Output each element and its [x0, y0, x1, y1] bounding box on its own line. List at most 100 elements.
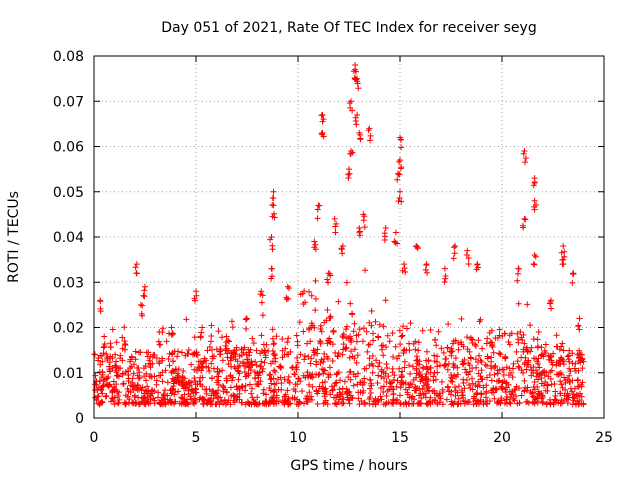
data-point — [294, 354, 301, 361]
data-point — [543, 400, 550, 407]
data-point — [503, 364, 510, 371]
data-point — [179, 374, 186, 381]
data-point — [275, 376, 282, 383]
data-point — [452, 243, 459, 250]
data-point — [483, 388, 490, 395]
data-point — [219, 357, 226, 364]
data-point — [506, 388, 513, 395]
data-point — [159, 355, 166, 362]
data-point — [294, 359, 301, 366]
y-tick-label: 0.05 — [53, 185, 84, 201]
data-point — [446, 387, 453, 394]
data-point — [571, 365, 578, 372]
data-point — [335, 350, 342, 357]
data-point — [535, 388, 542, 395]
data-point — [569, 270, 576, 277]
data-point — [470, 401, 477, 408]
data-point — [317, 339, 324, 346]
data-point — [130, 400, 137, 407]
data-point — [339, 250, 346, 257]
data-point — [474, 261, 481, 268]
data-point — [519, 337, 526, 344]
data-point — [166, 362, 173, 369]
data-point — [342, 345, 349, 352]
data-point — [191, 375, 198, 382]
data-point — [475, 398, 482, 405]
data-point — [209, 401, 216, 408]
data-point — [291, 394, 298, 401]
data-point — [205, 364, 212, 371]
data-point — [427, 401, 434, 408]
data-point — [270, 375, 277, 382]
data-point — [168, 331, 175, 338]
data-point — [520, 369, 527, 376]
data-point — [183, 316, 190, 323]
data-point — [93, 378, 100, 385]
data-point — [225, 337, 232, 344]
data-point — [334, 370, 341, 377]
data-point — [132, 356, 139, 363]
data-point — [215, 381, 222, 388]
data-point — [542, 378, 549, 385]
data-point — [408, 395, 415, 402]
data-point — [148, 373, 155, 380]
data-point — [363, 365, 370, 372]
data-point — [220, 400, 227, 407]
data-point — [258, 288, 265, 295]
data-point — [230, 392, 237, 399]
data-point — [424, 269, 431, 276]
data-point — [480, 384, 487, 391]
data-point — [427, 394, 434, 401]
data-point — [265, 401, 272, 408]
data-point — [355, 331, 362, 338]
data-point — [403, 325, 410, 332]
data-point — [321, 350, 328, 357]
data-point — [285, 395, 292, 402]
data-point — [208, 322, 215, 329]
data-point — [149, 386, 156, 393]
data-point — [569, 279, 576, 286]
data-point — [312, 295, 319, 302]
data-point — [413, 365, 420, 372]
data-point — [142, 362, 149, 369]
data-point — [259, 312, 266, 319]
data-point — [533, 355, 540, 362]
y-tick-label: 0.03 — [53, 275, 84, 291]
data-point — [360, 387, 367, 394]
data-point — [162, 396, 169, 403]
data-point — [458, 387, 465, 394]
data-point — [198, 364, 205, 371]
data-point — [502, 380, 509, 387]
data-point — [336, 386, 343, 393]
data-point — [465, 255, 472, 262]
data-point — [423, 371, 430, 378]
data-point — [300, 328, 307, 335]
data-point — [245, 364, 252, 371]
data-point — [245, 400, 252, 407]
data-point — [201, 386, 208, 393]
data-point — [97, 361, 104, 368]
data-point — [312, 277, 319, 284]
data-point — [209, 375, 216, 382]
data-point — [124, 393, 131, 400]
data-point — [434, 353, 441, 360]
data-point — [496, 326, 503, 333]
data-point — [304, 340, 311, 347]
data-point — [217, 394, 224, 401]
data-point — [523, 399, 530, 406]
data-point — [458, 315, 465, 322]
data-point — [452, 392, 459, 399]
data-point — [192, 389, 199, 396]
data-point — [174, 370, 181, 377]
data-point — [529, 389, 536, 396]
data-point — [95, 393, 102, 400]
data-point — [356, 326, 363, 333]
data-point — [164, 379, 171, 386]
data-point — [347, 300, 354, 307]
data-point — [515, 265, 522, 272]
data-point — [141, 394, 148, 401]
data-point — [381, 237, 388, 244]
data-point — [353, 359, 360, 366]
data-point — [452, 355, 459, 362]
y-tick-label: 0.06 — [53, 140, 84, 156]
